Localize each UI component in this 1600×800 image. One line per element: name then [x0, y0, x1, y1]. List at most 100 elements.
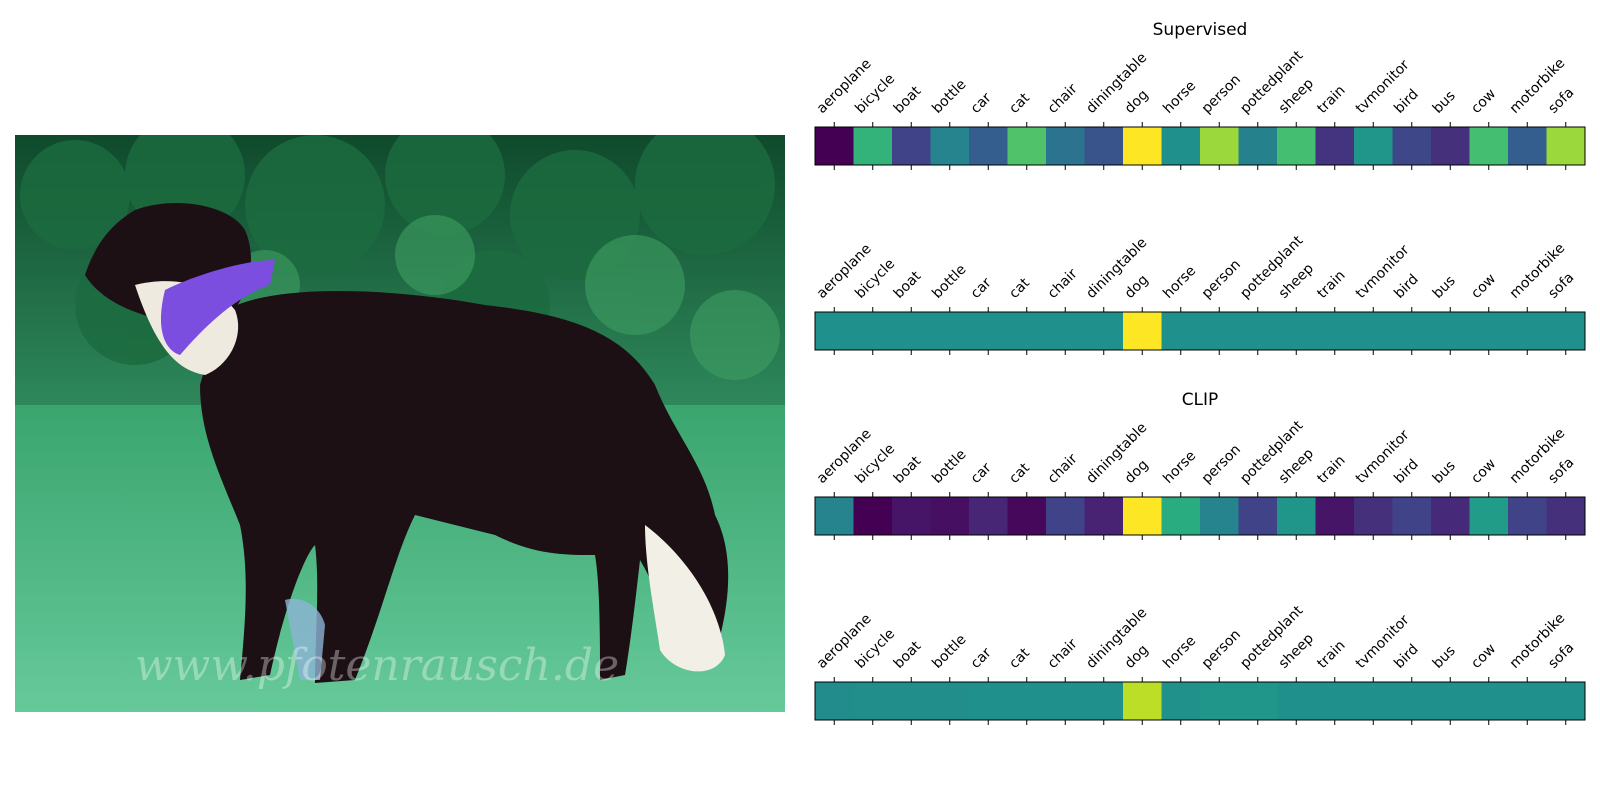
tick-label-bus: bus	[1430, 458, 1459, 487]
tick-label-bus: bus	[1430, 273, 1459, 302]
heatmap-cell-horse	[1161, 497, 1201, 535]
heatmap-cell-train	[1315, 127, 1355, 165]
heatmap-cell-bird	[1392, 312, 1432, 350]
heatmap-cell-boat	[892, 127, 931, 165]
tick-label-boat: boat	[891, 268, 925, 302]
heatmap-cell-pottedplant	[1238, 682, 1278, 720]
heatmap-cell-train	[1315, 682, 1355, 720]
heatmap-cell-bird	[1392, 497, 1432, 535]
dog-photo: www.pfotenrausch.de	[15, 135, 785, 712]
heatmap-cell-bicycle	[853, 312, 893, 350]
tick-label-car: car	[968, 275, 995, 302]
tick-label-sofa: sofa	[1545, 455, 1577, 487]
tick-label-horse: horse	[1160, 448, 1199, 487]
tick-label-person: person	[1199, 442, 1244, 487]
tick-label-bottle: bottle	[929, 77, 969, 117]
heatmap-cell-diningtable	[1084, 127, 1124, 165]
dog-shape	[85, 202, 729, 683]
heatmap-cell-dog	[1123, 682, 1162, 720]
tick-label-boat: boat	[891, 453, 925, 487]
heatmap-cell-diningtable	[1084, 312, 1124, 350]
heatmap-cell-person	[1200, 682, 1239, 720]
heatmap-cell-cat	[1007, 312, 1047, 350]
tick-label-bird: bird	[1391, 456, 1422, 487]
tick-label-cow: cow	[1468, 456, 1499, 487]
heatmap-cell-chair	[1046, 127, 1085, 165]
heatmap-cell-tvmonitor	[1354, 682, 1393, 720]
heatmap-cell-boat	[892, 682, 931, 720]
heatmap-cell-bottle	[930, 682, 970, 720]
heatmap-cell-horse	[1161, 682, 1201, 720]
heatmap-cell-bicycle	[853, 682, 893, 720]
heatmap-cell-dog	[1123, 312, 1162, 350]
tick-label-cat: cat	[1006, 645, 1033, 672]
tick-label-train: train	[1314, 82, 1348, 116]
tick-label-chair: chair	[1045, 636, 1081, 672]
tick-label-chair: chair	[1045, 451, 1081, 487]
heatmap-cell-motorbike	[1508, 497, 1547, 535]
tick-label-cow: cow	[1468, 271, 1499, 302]
heatmap-cell-person	[1200, 312, 1239, 350]
tick-label-bird: bird	[1391, 271, 1422, 302]
tick-label-boat: boat	[891, 83, 925, 117]
photo-watermark: www.pfotenrausch.de	[135, 640, 619, 691]
tick-label-cat: cat	[1006, 275, 1033, 302]
heatmap-cell-pottedplant	[1238, 127, 1278, 165]
heatmap-cell-bus	[1431, 312, 1470, 350]
heatmap-cell-sheep	[1277, 682, 1316, 720]
heatmap-cell-horse	[1161, 127, 1201, 165]
heatmap-cell-bottle	[930, 127, 970, 165]
heatmap-cell-cat	[1007, 497, 1047, 535]
heatmap-title: CLIP	[1182, 390, 1219, 410]
heatmap-cell-cow	[1469, 127, 1509, 165]
tick-label-car: car	[968, 90, 995, 117]
tick-label-cat: cat	[1006, 90, 1033, 117]
tick-label-person: person	[1199, 257, 1244, 302]
heatmap-cell-bicycle	[853, 127, 893, 165]
heatmap-cell-aeroplane	[815, 312, 854, 350]
heatmap-frame	[814, 681, 1586, 721]
tick-label-person: person	[1199, 627, 1244, 672]
heatmap-cell-train	[1315, 497, 1355, 535]
tick-label-horse: horse	[1160, 633, 1199, 672]
heatmap-cell-bird	[1392, 682, 1432, 720]
heatmap-cell-bus	[1431, 127, 1470, 165]
heatmap-cell-car	[969, 497, 1008, 535]
tick-label-train: train	[1314, 267, 1348, 301]
heatmap-cell-sheep	[1277, 312, 1316, 350]
heatmap-cell-chair	[1046, 312, 1085, 350]
heatmap-cell-bottle	[930, 497, 970, 535]
heatmap-cell-boat	[892, 497, 931, 535]
tick-label-horse: horse	[1160, 263, 1199, 302]
tick-label-person: person	[1199, 72, 1244, 117]
heatmap-cell-aeroplane	[815, 127, 854, 165]
tick-label-bus: bus	[1430, 88, 1459, 117]
heatmap-cell-aeroplane	[815, 682, 854, 720]
heatmap-cell-horse	[1161, 312, 1201, 350]
heatmap-cell-car	[969, 682, 1008, 720]
tick-label-cow: cow	[1468, 641, 1499, 672]
heatmap-cell-bus	[1431, 682, 1470, 720]
heatmap-frame	[814, 496, 1586, 536]
heatmap-cell-sofa	[1546, 682, 1586, 720]
heatmap-cell-sofa	[1546, 497, 1586, 535]
tick-label-bird: bird	[1391, 641, 1422, 672]
heatmap-cell-tvmonitor	[1354, 497, 1393, 535]
heatmap-cell-cat	[1007, 127, 1047, 165]
heatmap-cell-bicycle	[853, 497, 893, 535]
heatmap-title: Supervised	[1153, 20, 1248, 40]
tick-label-cat: cat	[1006, 460, 1033, 487]
heatmap-cell-pottedplant	[1238, 497, 1278, 535]
heatmap-cell-motorbike	[1508, 682, 1547, 720]
tick-label-dog: dog	[1122, 272, 1152, 302]
tick-label-dog: dog	[1122, 457, 1152, 487]
heatmap-cell-dog	[1123, 127, 1162, 165]
heatmap-cell-chair	[1046, 497, 1085, 535]
tick-label-bottle: bottle	[929, 632, 969, 672]
heatmap-cell-diningtable	[1084, 497, 1124, 535]
heatmap-cell-cow	[1469, 312, 1509, 350]
tick-label-bird: bird	[1391, 86, 1422, 117]
